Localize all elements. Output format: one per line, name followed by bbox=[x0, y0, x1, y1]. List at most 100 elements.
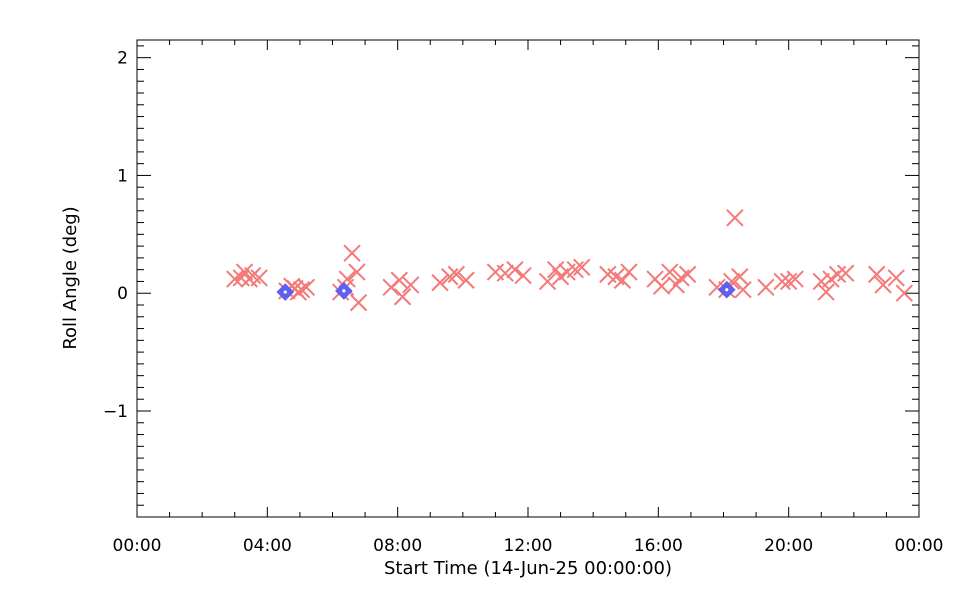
cross-stroke bbox=[447, 265, 466, 284]
cross-stroke bbox=[457, 271, 475, 289]
cross-stroke bbox=[607, 268, 625, 286]
cross-stroke bbox=[599, 265, 617, 284]
cross-stroke bbox=[613, 271, 632, 289]
cross-point bbox=[620, 263, 638, 281]
data-marks bbox=[226, 209, 914, 312]
cross-stroke bbox=[661, 263, 679, 281]
cross-stroke bbox=[817, 283, 835, 301]
cross-stroke bbox=[895, 284, 914, 302]
cross-point bbox=[343, 244, 361, 262]
cross-point bbox=[292, 280, 311, 299]
cross-stroke bbox=[506, 260, 524, 279]
y-tick-label: 1 bbox=[117, 166, 128, 186]
x-tick-label: 16:00 bbox=[634, 536, 683, 556]
cross-point bbox=[678, 265, 697, 284]
y-axis-tick-labels: −1 0 1 2 bbox=[103, 49, 128, 422]
cross-stroke bbox=[874, 276, 892, 294]
cross-stroke bbox=[496, 264, 514, 282]
x-axis-ticks bbox=[136, 40, 920, 517]
diamond-point bbox=[276, 283, 295, 301]
diamond-center bbox=[342, 289, 346, 293]
cross-stroke bbox=[243, 266, 262, 285]
cross-stroke bbox=[812, 272, 830, 291]
diamond-point bbox=[335, 282, 353, 300]
cross-point bbox=[506, 260, 524, 279]
cross-point bbox=[757, 278, 775, 297]
x-tick-label: 04:00 bbox=[243, 536, 292, 556]
cross-point bbox=[613, 271, 632, 289]
cross-stroke bbox=[708, 278, 726, 297]
cross-point bbox=[786, 270, 804, 288]
cross-point bbox=[243, 266, 262, 285]
y-tick-label: 2 bbox=[117, 49, 128, 69]
cross-point bbox=[297, 278, 316, 297]
cross-point bbox=[390, 271, 409, 289]
cross-point bbox=[457, 271, 475, 289]
cross-stroke bbox=[232, 269, 250, 287]
cross-point bbox=[349, 293, 368, 312]
cross-point bbox=[734, 280, 752, 299]
cross-stroke bbox=[292, 280, 311, 299]
cross-point bbox=[447, 265, 466, 284]
y-axis-ticks bbox=[137, 45, 919, 518]
cross-stroke bbox=[678, 265, 697, 284]
x-tick-label: 12:00 bbox=[504, 536, 553, 556]
cross-point bbox=[887, 269, 905, 287]
cross-stroke bbox=[786, 270, 804, 288]
y-axis-title: Roll Angle (deg) bbox=[60, 206, 81, 349]
cross-stroke bbox=[401, 276, 420, 294]
cross-point bbox=[867, 265, 886, 284]
cross-stroke bbox=[566, 260, 584, 279]
cross-point bbox=[441, 268, 459, 286]
cross-stroke bbox=[349, 293, 368, 312]
diamond-point bbox=[717, 280, 736, 299]
cross-stroke bbox=[235, 263, 254, 281]
cross-stroke bbox=[779, 272, 798, 291]
x-tick-label: 08:00 bbox=[373, 536, 422, 556]
cross-point bbox=[652, 277, 671, 295]
cross-point bbox=[779, 272, 798, 291]
cross-stroke bbox=[348, 263, 366, 281]
cross-stroke bbox=[514, 266, 532, 285]
cross-stroke bbox=[867, 265, 886, 284]
cross-stroke bbox=[573, 258, 591, 277]
cross-point bbox=[226, 270, 244, 288]
x-tick-label: 00:00 bbox=[895, 536, 944, 556]
cross-point bbox=[348, 263, 366, 281]
diamond-center bbox=[725, 288, 729, 292]
cross-stroke bbox=[620, 263, 638, 281]
cross-point bbox=[817, 283, 835, 301]
cross-point bbox=[874, 276, 892, 294]
cross-stroke bbox=[757, 278, 775, 297]
y-tick-label: 0 bbox=[117, 284, 128, 304]
cross-point bbox=[726, 209, 744, 227]
cross-stroke bbox=[836, 264, 855, 282]
cross-stroke bbox=[652, 277, 671, 295]
cross-stroke bbox=[731, 268, 749, 286]
cross-point bbox=[250, 269, 268, 287]
cross-stroke bbox=[431, 273, 449, 292]
cross-point bbox=[431, 273, 449, 292]
cross-point bbox=[393, 288, 412, 306]
cross-point bbox=[496, 264, 514, 282]
x-axis-title: Start Time (14-Jun-25 00:00:00) bbox=[384, 558, 672, 579]
cross-stroke bbox=[226, 270, 244, 288]
x-tick-label: 20:00 bbox=[764, 536, 813, 556]
cross-stroke bbox=[343, 244, 361, 262]
cross-stroke bbox=[887, 269, 905, 287]
cross-point bbox=[731, 268, 749, 286]
x-tick-label: 00:00 bbox=[113, 536, 162, 556]
cross-point bbox=[895, 284, 914, 302]
cross-point bbox=[812, 272, 830, 291]
cross-stroke bbox=[538, 272, 557, 291]
cross-point bbox=[401, 276, 420, 294]
cross-stroke bbox=[393, 288, 412, 306]
cross-stroke bbox=[726, 209, 744, 227]
x-axis-tick-labels: 00:00 04:00 08:00 12:00 16:00 20:00 00:00 bbox=[113, 536, 944, 556]
diamond-center bbox=[283, 290, 287, 294]
cross-point bbox=[514, 266, 532, 285]
cross-point bbox=[566, 260, 584, 279]
y-tick-label: −1 bbox=[103, 402, 128, 422]
cross-stroke bbox=[250, 269, 268, 287]
